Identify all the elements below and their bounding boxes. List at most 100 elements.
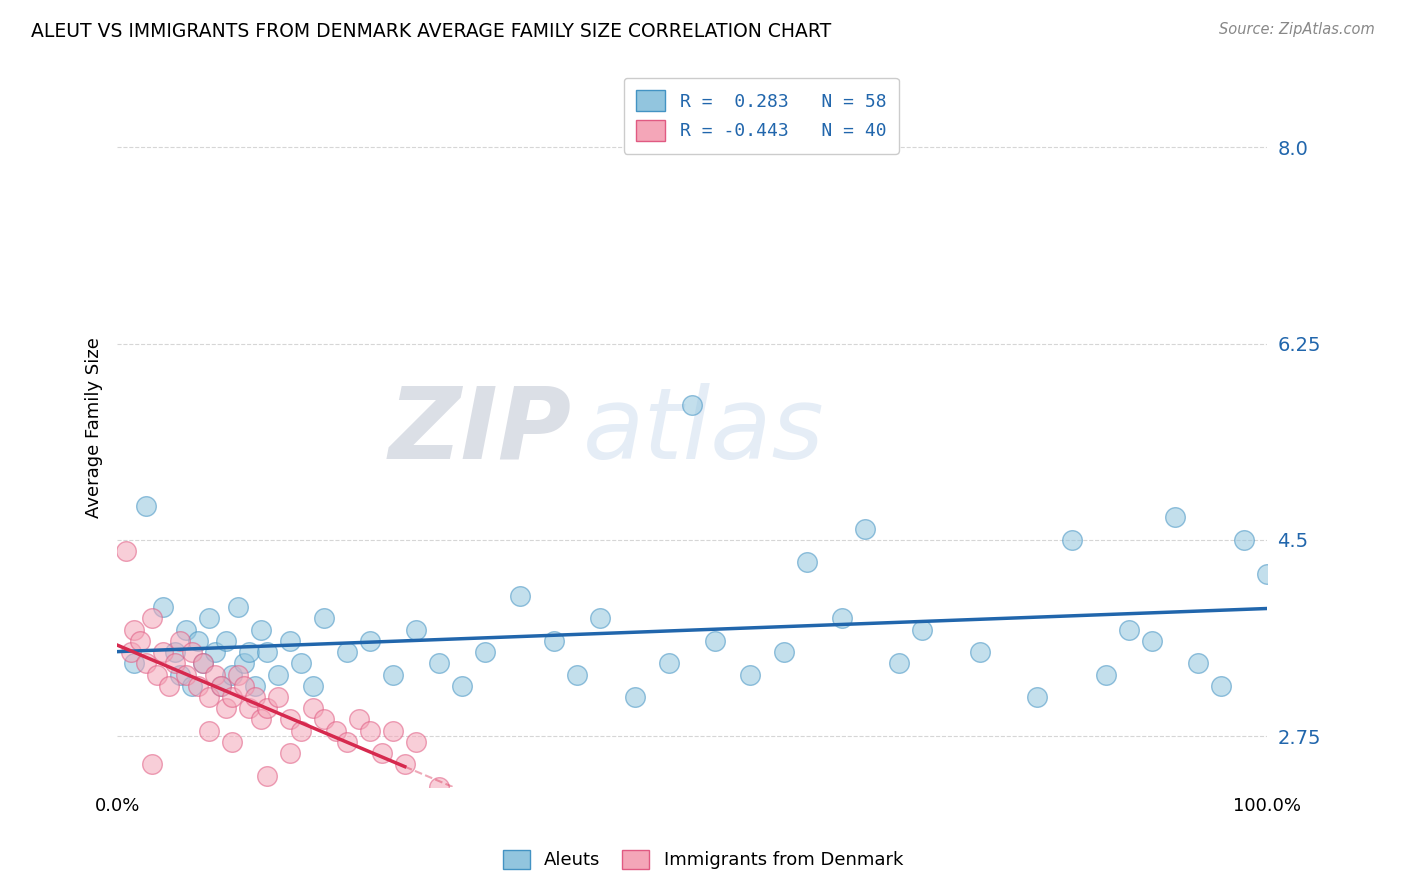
Point <box>187 679 209 693</box>
Point <box>1211 679 1233 693</box>
Point <box>245 679 267 693</box>
Point <box>181 679 204 693</box>
Point <box>314 611 336 625</box>
Point <box>509 589 531 603</box>
Text: ALEUT VS IMMIGRANTS FROM DENMARK AVERAGE FAMILY SIZE CORRELATION CHART: ALEUT VS IMMIGRANTS FROM DENMARK AVERAGE… <box>31 22 831 41</box>
Point <box>451 679 474 693</box>
Point <box>278 713 301 727</box>
Point <box>226 667 249 681</box>
Point <box>221 667 243 681</box>
Point <box>624 690 647 704</box>
Y-axis label: Average Family Size: Average Family Size <box>86 337 103 518</box>
Point <box>301 701 323 715</box>
Point <box>141 611 163 625</box>
Point <box>204 645 226 659</box>
Point <box>831 611 853 625</box>
Point <box>267 667 290 681</box>
Point <box>256 645 278 659</box>
Point <box>336 735 359 749</box>
Point <box>1233 533 1256 547</box>
Point <box>215 701 238 715</box>
Text: ZIP: ZIP <box>388 383 572 480</box>
Point <box>278 746 301 760</box>
Point <box>314 802 336 816</box>
Point <box>169 634 191 648</box>
Point <box>382 723 405 738</box>
Point <box>290 723 312 738</box>
Point <box>226 600 249 615</box>
Point <box>1164 510 1187 524</box>
Text: Source: ZipAtlas.com: Source: ZipAtlas.com <box>1219 22 1375 37</box>
Point <box>209 679 232 693</box>
Point <box>120 645 142 659</box>
Point <box>250 713 273 727</box>
Point <box>405 735 427 749</box>
Point <box>704 634 727 648</box>
Point <box>371 746 394 760</box>
Point <box>911 623 934 637</box>
Point <box>163 657 186 671</box>
Point <box>209 679 232 693</box>
Point <box>256 769 278 783</box>
Point <box>589 611 612 625</box>
Point <box>889 657 911 671</box>
Point <box>1060 533 1083 547</box>
Point <box>238 645 260 659</box>
Legend: Aleuts, Immigrants from Denmark: Aleuts, Immigrants from Denmark <box>494 841 912 879</box>
Point <box>1142 634 1164 648</box>
Point <box>427 657 450 671</box>
Point <box>543 634 565 648</box>
Point <box>238 701 260 715</box>
Point <box>221 735 243 749</box>
Point <box>169 667 191 681</box>
Legend: R =  0.283   N = 58, R = -0.443   N = 40: R = 0.283 N = 58, R = -0.443 N = 40 <box>624 78 898 153</box>
Point <box>267 690 290 704</box>
Point <box>215 634 238 648</box>
Text: atlas: atlas <box>583 383 825 480</box>
Point <box>115 544 138 558</box>
Point <box>853 522 876 536</box>
Point <box>146 667 169 681</box>
Point <box>221 690 243 704</box>
Point <box>187 634 209 648</box>
Point <box>163 645 186 659</box>
Point <box>157 679 180 693</box>
Point <box>1187 657 1209 671</box>
Point <box>336 645 359 659</box>
Point <box>658 657 681 671</box>
Point <box>301 679 323 693</box>
Point <box>359 723 381 738</box>
Point <box>314 713 336 727</box>
Point <box>204 667 226 681</box>
Point <box>325 723 347 738</box>
Point <box>773 645 796 659</box>
Point <box>198 690 221 704</box>
Point <box>174 667 197 681</box>
Point <box>152 645 174 659</box>
Point <box>232 679 254 693</box>
Point <box>347 713 370 727</box>
Point <box>193 657 215 671</box>
Point <box>427 780 450 794</box>
Point <box>681 398 703 412</box>
Point <box>250 623 273 637</box>
Point <box>969 645 991 659</box>
Point <box>382 667 405 681</box>
Point <box>1026 690 1049 704</box>
Point <box>141 757 163 772</box>
Point <box>198 723 221 738</box>
Point <box>1095 667 1118 681</box>
Point <box>129 634 152 648</box>
Point <box>738 667 761 681</box>
Point <box>256 701 278 715</box>
Point <box>359 634 381 648</box>
Point <box>394 757 416 772</box>
Point <box>135 657 157 671</box>
Point <box>124 623 146 637</box>
Point <box>1256 566 1278 581</box>
Point <box>405 623 427 637</box>
Point <box>245 690 267 704</box>
Point <box>278 634 301 648</box>
Point <box>135 500 157 514</box>
Point <box>796 555 818 569</box>
